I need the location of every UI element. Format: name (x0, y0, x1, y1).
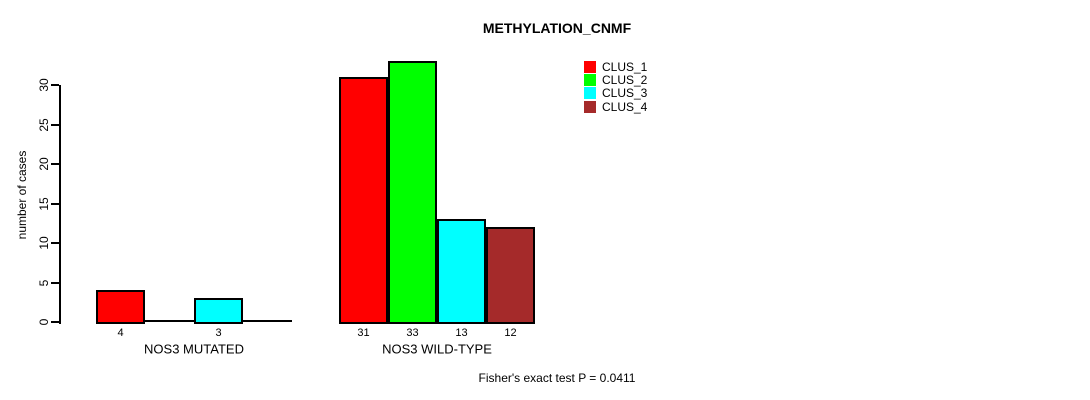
legend-swatch-icon (584, 60, 596, 73)
legend: CLUS_1 CLUS_2 CLUS_3 CLUS_4 (584, 60, 647, 114)
legend-label: CLUS_4 (602, 99, 648, 114)
legend-swatch-icon (584, 74, 596, 87)
bar-clus_3 (194, 298, 243, 324)
legend-item-clus_3: CLUS_3 (584, 87, 647, 100)
y-tick-label: 20 (37, 157, 51, 171)
y-tick (51, 321, 59, 323)
y-tick-label: 15 (37, 196, 51, 211)
bar-value-label: 13 (455, 327, 468, 339)
legend-swatch-icon (584, 100, 596, 113)
y-tick (51, 202, 59, 205)
y-tick-label: 5 (37, 279, 51, 286)
legend-label: CLUS_2 (602, 73, 648, 88)
bar-clus_3 (437, 219, 486, 324)
legend-item-clus_4: CLUS_4 (584, 100, 647, 113)
chart-title: METHYLATION_CNMF (482, 20, 632, 36)
y-tick-label: 30 (37, 78, 51, 92)
legend-item-clus_1: CLUS_1 (584, 60, 647, 73)
group-label: NOS3 WILD-TYPE (382, 341, 492, 357)
bar-value-label: 4 (117, 327, 124, 339)
y-tick-label: 25 (37, 117, 51, 132)
y-tick (51, 163, 59, 165)
group-label: NOS3 MUTATED (144, 341, 244, 357)
bar-value-label: 12 (504, 327, 517, 339)
bar-value-label: 3 (215, 327, 222, 339)
y-tick (51, 84, 59, 86)
y-axis-title: number of cases (15, 150, 29, 240)
fisher-test-caption: Fisher's exact test P = 0.0411 (478, 371, 636, 385)
y-axis-line (59, 85, 61, 324)
bar-clus_2 (388, 61, 437, 324)
y-tick (51, 123, 59, 126)
bar-clus_1 (339, 77, 388, 324)
bar-clus_4 (486, 227, 535, 324)
y-tick-label: 0 (37, 318, 51, 326)
bar-value-label: 33 (406, 327, 419, 339)
legend-item-clus_2: CLUS_2 (584, 73, 648, 88)
legend-swatch-icon (584, 87, 596, 100)
bar-clus_1 (96, 290, 145, 324)
legend-label: CLUS_1 (602, 59, 648, 74)
bar-value-label: 31 (357, 327, 370, 339)
y-tick (51, 281, 59, 284)
y-tick-label: 10 (37, 236, 51, 250)
legend-label: CLUS_3 (602, 86, 648, 101)
y-tick (51, 242, 59, 244)
